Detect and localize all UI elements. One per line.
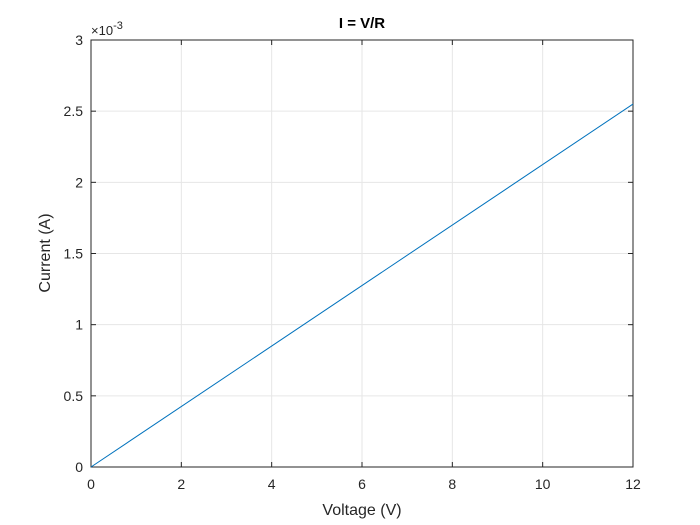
y-tick-label: 0.5 <box>64 388 84 404</box>
svg-text:×10-3: ×10-3 <box>91 20 123 38</box>
x-tick-label: 0 <box>87 476 95 492</box>
grid <box>90 39 634 468</box>
y-exponent-power: -3 <box>113 20 123 32</box>
y-tick-label: 2 <box>75 174 83 190</box>
series-layer <box>90 103 634 468</box>
y-exponent-base: ×10 <box>91 23 113 38</box>
y-axis-label: Current (A) <box>37 213 54 292</box>
x-tick-label: 2 <box>177 476 185 492</box>
y-tick-label: 1 <box>75 317 83 333</box>
x-tick-label: 8 <box>448 476 456 492</box>
y-tick-label: 2.5 <box>64 103 84 119</box>
x-tick-label: 10 <box>535 476 551 492</box>
y-tick-label: 0 <box>75 459 83 475</box>
y-tick-label: 1.5 <box>64 246 84 262</box>
ticks: 0 2 4 6 8 10 12 0 0.5 1 1.5 2 2.5 3 <box>64 32 641 492</box>
x-tick-label: 4 <box>268 476 276 492</box>
y-tick-label: 3 <box>75 32 83 48</box>
x-axis-label: Voltage (V) <box>322 502 401 519</box>
x-tick-label: 6 <box>358 476 366 492</box>
chart-title: I = V/R <box>339 15 385 32</box>
series-line <box>90 103 634 468</box>
y-exponent-label: ×10-3 <box>91 20 123 38</box>
x-tick-label: 12 <box>625 476 641 492</box>
